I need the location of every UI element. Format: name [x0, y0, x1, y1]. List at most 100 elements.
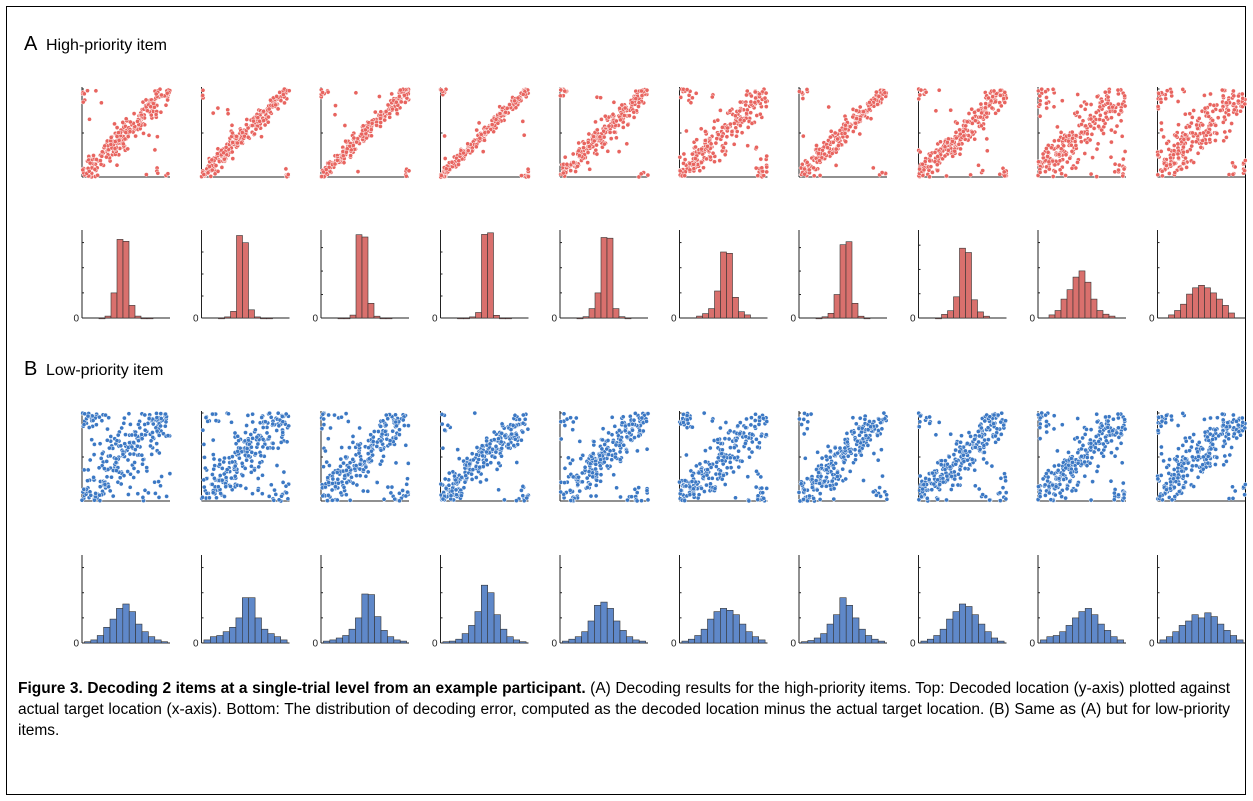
scatter-point: [1088, 123, 1094, 129]
scatter-point: [453, 487, 459, 493]
scatter-point: [701, 410, 707, 416]
scatter-point: [625, 122, 631, 128]
scatter-point: [208, 174, 214, 179]
scatter-point: [578, 456, 584, 461]
scatter-point: [607, 130, 613, 135]
hist-bar: [222, 631, 230, 644]
scatter-point: [128, 471, 133, 477]
scatter-point: [117, 475, 123, 481]
scatter-point: [383, 422, 389, 428]
scatter-point: [319, 174, 324, 179]
scatter-point: [459, 493, 464, 499]
scatter-point: [341, 160, 347, 166]
hist-bar: [574, 636, 582, 644]
scatter-point: [91, 153, 96, 158]
scatter-point: [858, 452, 864, 458]
scatter-point: [1203, 140, 1209, 146]
scatter-point: [85, 467, 91, 473]
scatter-point: [461, 150, 466, 156]
scatter-point: [240, 473, 246, 478]
scatter-point: [159, 92, 164, 98]
scatter-point: [923, 89, 929, 95]
scatter-point: [628, 437, 634, 443]
scatter-point: [334, 157, 340, 163]
scatter-point: [260, 472, 265, 478]
scatter-point: [728, 465, 734, 470]
scatter-point: [969, 106, 975, 112]
scatter-point: [159, 474, 164, 479]
scatter-point: [861, 478, 866, 483]
scatter-point: [389, 484, 395, 490]
scatter-point: [749, 415, 754, 421]
scatter-point: [722, 152, 728, 158]
scatter-point: [221, 471, 227, 477]
scatter-point: [749, 449, 755, 455]
hist-bar: [342, 635, 350, 644]
scatter-point: [478, 479, 483, 485]
hist-bar: [96, 635, 104, 644]
scatter-point: [1205, 130, 1211, 135]
hist-bar: [455, 638, 463, 644]
scatter-point: [817, 158, 822, 164]
scatter-point: [863, 433, 869, 438]
scatter-point: [594, 151, 600, 157]
scatter-point: [854, 116, 859, 121]
hist-bar: [122, 603, 130, 644]
scatter-point: [246, 453, 251, 459]
scatter-point: [690, 151, 695, 157]
scatter-point: [397, 498, 402, 504]
scatter-point: [1116, 91, 1121, 97]
scatter-point: [123, 432, 128, 437]
hist-bar: [146, 317, 154, 320]
scatter-point: [567, 488, 573, 493]
scatter-point: [708, 141, 714, 147]
scatter-point: [568, 168, 574, 173]
scatter-point: [382, 429, 388, 434]
scatter-point: [631, 109, 637, 115]
scatter-point: [1122, 93, 1127, 99]
scatter-point: [743, 102, 749, 108]
scatter-point: [606, 430, 611, 436]
scatter-point: [526, 174, 531, 179]
scatter-point: [678, 95, 684, 100]
scatter-point: [638, 171, 644, 177]
scatter-point: [1222, 129, 1228, 135]
scatter-point: [703, 138, 708, 143]
scatter-point: [948, 107, 954, 113]
scatter-point: [1046, 166, 1052, 172]
scatter-point: [496, 436, 501, 442]
scatter-point: [462, 479, 468, 485]
scatter-point: [1056, 138, 1062, 143]
scatter-point: [393, 412, 398, 418]
hist-bar: [468, 625, 476, 644]
hist-bar: [612, 308, 620, 319]
scatter-point: [268, 97, 273, 103]
scatter-point: [1163, 96, 1169, 102]
scatter-point: [205, 170, 211, 176]
scatter-point: [104, 459, 110, 464]
scatter-point: [140, 457, 146, 463]
scatter-point: [202, 465, 208, 471]
scatter-point: [114, 125, 120, 130]
scatter-point: [800, 133, 806, 139]
scatter-point: [372, 109, 378, 115]
scatter-point: [202, 455, 207, 460]
scatter-point: [131, 475, 137, 480]
hist-bar: [1192, 287, 1199, 319]
scatter-point: [715, 117, 721, 123]
scatter-point: [682, 498, 688, 503]
scatter-point: [357, 466, 363, 472]
scatter-point: [131, 466, 137, 471]
scatter-point: [365, 488, 371, 494]
scatter-point: [513, 105, 519, 111]
hist-bar: [745, 631, 753, 644]
scatter-point: [496, 487, 501, 493]
scatter-point: [1190, 130, 1195, 136]
scatter-point: [267, 410, 272, 416]
scatter-point: [743, 434, 749, 439]
scatter-point: [266, 106, 272, 112]
scatter-point: [225, 111, 231, 117]
scatter-point: [1045, 154, 1050, 159]
scatter-point: [600, 426, 606, 432]
scatter-point: [593, 119, 598, 125]
